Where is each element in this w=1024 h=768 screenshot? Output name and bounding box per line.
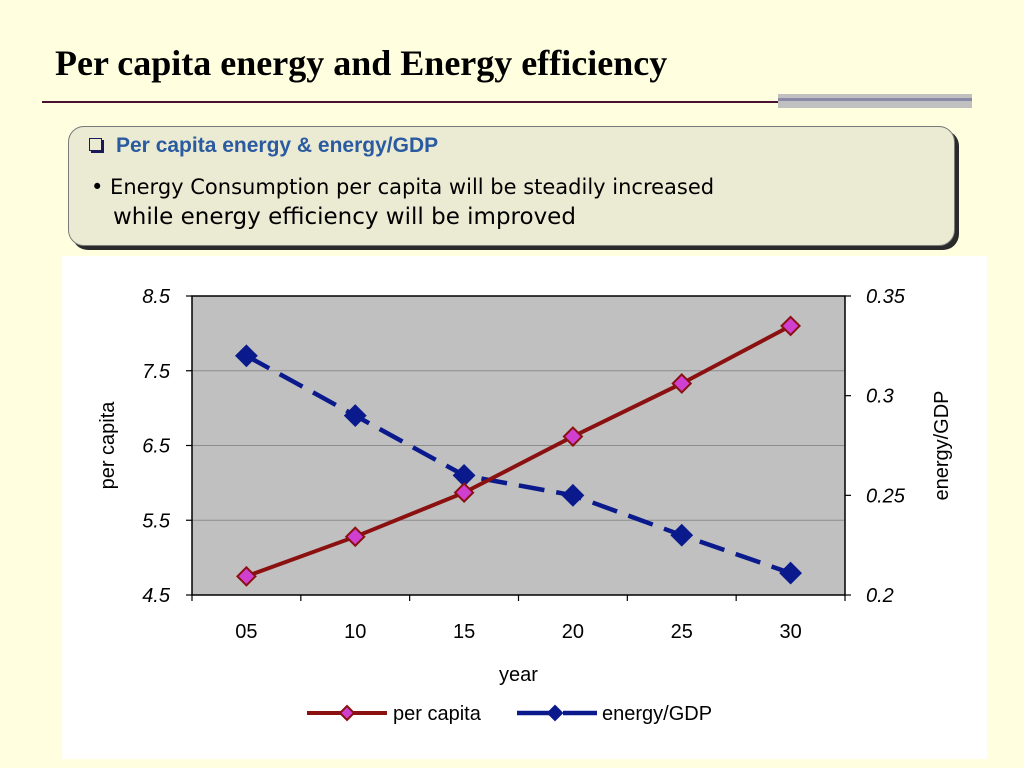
x-tick-label: 30: [779, 621, 801, 643]
data-point-per-capita: [344, 526, 366, 548]
callout-bullet-line-2: while energy efficiency will be improved: [113, 204, 576, 230]
legend-marker-per-capita: [338, 704, 356, 722]
y2-tick-label: 0.2: [866, 585, 894, 607]
data-point-per-capita: [236, 565, 257, 587]
chart-panel: 4.5 5.5 6.5 7.5 8.5 0.2 0.25 0.3 0.35 05 10 15 20 25 3…: [62, 256, 987, 759]
callout-bullet-line-1: • Energy Consumption per capita will be …: [91, 175, 715, 199]
data-point-per-capita: [562, 426, 584, 447]
data-point-per-capita: [453, 482, 475, 504]
callout-heading: Per capita energy & energy/GDP: [116, 134, 439, 157]
y-tick-label: 8.5: [142, 286, 171, 308]
data-point-energy-gdp: [670, 523, 694, 547]
x-tick-label: 20: [562, 621, 584, 643]
y2-tick-label: 0.3: [866, 386, 894, 408]
series-line-energy-gdp: [245, 353, 792, 576]
title-divider: [42, 101, 972, 103]
y2-axis-title: energy/GDP: [931, 390, 953, 500]
data-point-energy-gdp: [343, 404, 367, 428]
data-point-energy-gdp: [779, 561, 802, 585]
series-line-per-capita: [245, 324, 792, 579]
square-bullet-icon: [89, 138, 102, 151]
title-accent-bar: [778, 94, 972, 108]
x-tick-label: 15: [453, 621, 475, 643]
legend-label-energy-gdp: energy/GDP: [602, 703, 712, 725]
y-tick-label: 4.5: [142, 585, 171, 607]
legend-marker-energy-gdp: [546, 704, 564, 722]
line-chart: 4.5 5.5 6.5 7.5 8.5 0.2 0.25 0.3 0.35 05 10 15 20 25 3…: [97, 286, 953, 725]
y-axis-title: per capita: [97, 401, 119, 490]
y-tick-label: 7.5: [142, 361, 171, 383]
slide-title: Per capita energy and Energy efficiency: [55, 43, 668, 83]
callout-box: Per capita energy & energy/GDP • Energy …: [68, 126, 955, 246]
x-tick-label: 25: [671, 621, 693, 643]
y-tick-label: 6.5: [142, 436, 171, 458]
data-point-energy-gdp: [561, 483, 585, 507]
y2-tick-label: 0.35: [866, 286, 906, 308]
data-point-per-capita: [780, 315, 801, 337]
x-tick-label: 05: [235, 621, 257, 643]
x-axis-title: year: [499, 664, 538, 686]
callout-heading-row: Per capita energy & energy/GDP: [89, 134, 438, 158]
x-tick-label: 10: [344, 621, 366, 643]
legend-label-per-capita: per capita: [393, 703, 482, 725]
data-point-energy-gdp: [235, 344, 258, 368]
y2-tick-label: 0.25: [866, 485, 906, 507]
y-tick-label: 5.5: [142, 510, 171, 532]
data-point-per-capita: [671, 373, 693, 394]
